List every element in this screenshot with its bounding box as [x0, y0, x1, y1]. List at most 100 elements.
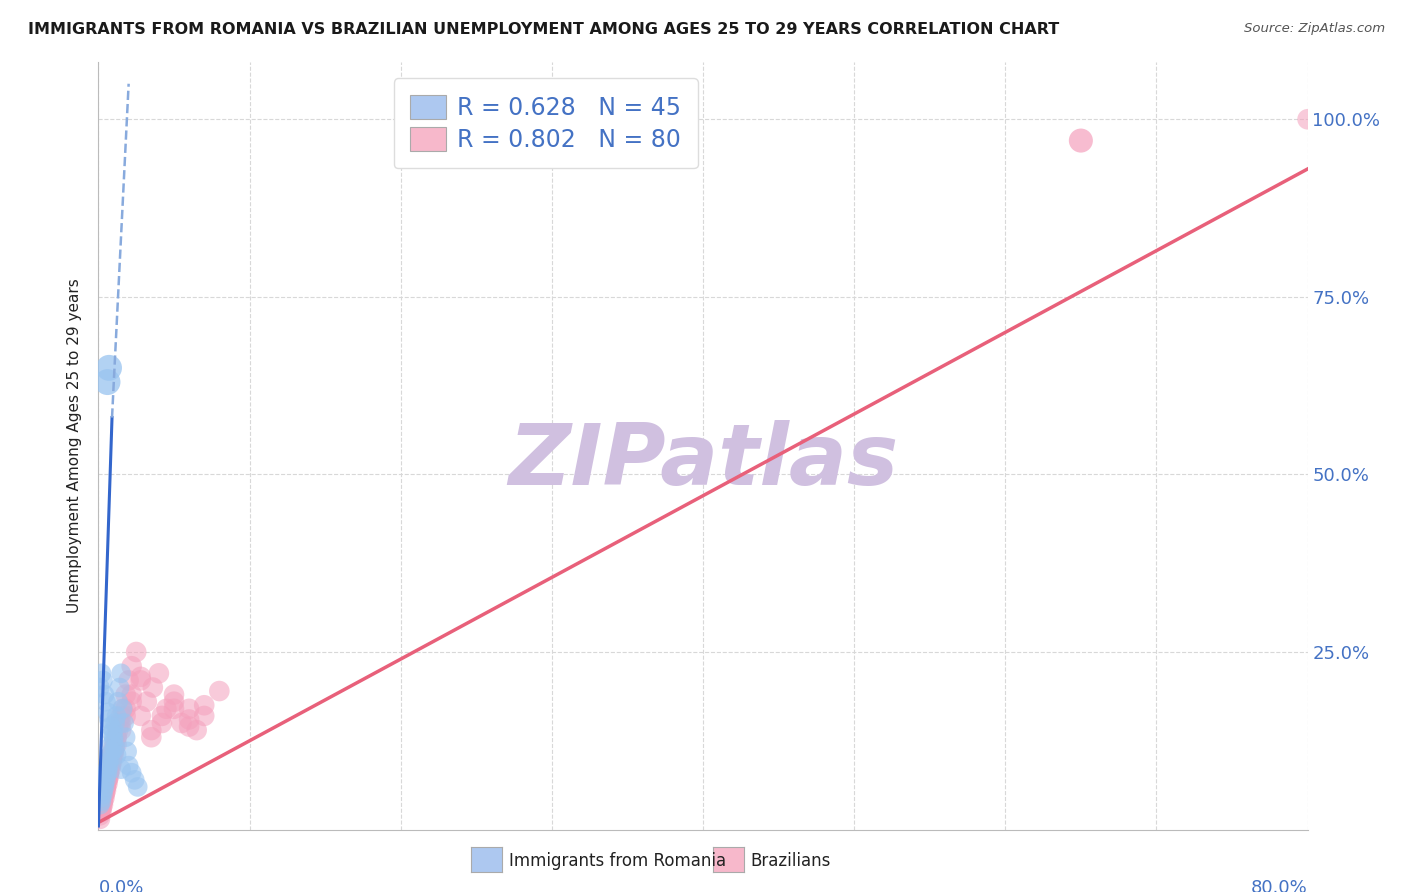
- Point: [103, 723, 125, 738]
- Point: [129, 709, 152, 723]
- Point: [100, 758, 122, 772]
- Point: [98, 765, 121, 780]
- Point: [121, 765, 143, 780]
- Point: [114, 702, 136, 716]
- Text: Source: ZipAtlas.com: Source: ZipAtlas.com: [1244, 22, 1385, 36]
- Point: [98, 769, 121, 783]
- Point: [96, 706, 118, 720]
- Point: [115, 744, 138, 758]
- Text: ZIPatlas: ZIPatlas: [508, 420, 898, 503]
- Point: [114, 688, 136, 702]
- Text: Immigrants from Romania: Immigrants from Romania: [509, 852, 725, 870]
- Point: [118, 673, 141, 688]
- Point: [124, 772, 146, 787]
- Point: [90, 790, 112, 805]
- Point: [101, 751, 124, 765]
- Point: [163, 702, 186, 716]
- Point: [101, 751, 124, 765]
- Point: [96, 769, 118, 783]
- Legend: R = 0.628   N = 45, R = 0.802   N = 80: R = 0.628 N = 45, R = 0.802 N = 80: [394, 78, 697, 169]
- Point: [110, 709, 132, 723]
- Point: [179, 713, 201, 727]
- Point: [141, 723, 163, 738]
- Point: [93, 783, 115, 797]
- Point: [100, 720, 122, 734]
- Point: [93, 787, 115, 801]
- Point: [114, 730, 136, 744]
- Point: [98, 758, 121, 772]
- Point: [114, 709, 136, 723]
- Y-axis label: Unemployment Among Ages 25 to 29 years: Unemployment Among Ages 25 to 29 years: [67, 278, 83, 614]
- Point: [1296, 112, 1319, 127]
- Point: [100, 758, 122, 772]
- Point: [107, 695, 129, 709]
- Point: [129, 673, 152, 688]
- Point: [90, 666, 112, 681]
- Point: [179, 720, 201, 734]
- Point: [91, 673, 114, 688]
- Point: [121, 659, 143, 673]
- Point: [96, 776, 118, 790]
- Point: [110, 666, 132, 681]
- Point: [100, 747, 122, 762]
- Point: [89, 808, 111, 822]
- Point: [98, 713, 121, 727]
- Point: [105, 737, 128, 751]
- Point: [121, 695, 143, 709]
- Text: IMMIGRANTS FROM ROMANIA VS BRAZILIAN UNEMPLOYMENT AMONG AGES 25 TO 29 YEARS CORR: IMMIGRANTS FROM ROMANIA VS BRAZILIAN UNE…: [28, 22, 1059, 37]
- Point: [96, 772, 118, 787]
- Point: [150, 709, 173, 723]
- Text: 0.0%: 0.0%: [98, 880, 143, 892]
- Point: [118, 758, 141, 772]
- Point: [100, 751, 122, 765]
- Point: [103, 744, 125, 758]
- Point: [89, 805, 111, 819]
- Point: [94, 769, 117, 783]
- Point: [101, 726, 124, 740]
- Point: [89, 797, 111, 812]
- Point: [100, 762, 122, 776]
- Point: [148, 666, 170, 681]
- Point: [93, 780, 115, 794]
- Point: [104, 737, 127, 751]
- Point: [186, 723, 208, 738]
- Point: [93, 787, 115, 801]
- Point: [91, 797, 114, 812]
- Point: [141, 730, 163, 744]
- Point: [111, 702, 134, 716]
- Text: Brazilians: Brazilians: [751, 852, 831, 870]
- Point: [93, 688, 115, 702]
- Point: [96, 772, 118, 787]
- Point: [90, 801, 112, 815]
- Point: [121, 688, 143, 702]
- Point: [110, 762, 132, 776]
- Point: [91, 790, 114, 805]
- Point: [94, 695, 117, 709]
- Point: [1070, 134, 1092, 148]
- Point: [150, 716, 173, 731]
- Point: [100, 755, 122, 769]
- Point: [93, 776, 115, 790]
- Point: [129, 670, 152, 684]
- Point: [96, 375, 118, 389]
- Point: [91, 783, 114, 797]
- Point: [90, 794, 112, 808]
- Point: [125, 645, 148, 659]
- Point: [101, 747, 124, 762]
- Point: [101, 737, 124, 751]
- Point: [94, 780, 117, 794]
- Point: [91, 787, 114, 801]
- Point: [193, 709, 215, 723]
- Point: [91, 794, 114, 808]
- Point: [101, 755, 124, 769]
- Point: [94, 776, 117, 790]
- Point: [96, 765, 118, 780]
- Point: [110, 723, 132, 738]
- Point: [98, 762, 121, 776]
- Point: [111, 702, 134, 716]
- Point: [98, 360, 121, 375]
- Point: [108, 716, 131, 731]
- Point: [103, 733, 125, 747]
- Point: [107, 723, 129, 738]
- Point: [105, 730, 128, 744]
